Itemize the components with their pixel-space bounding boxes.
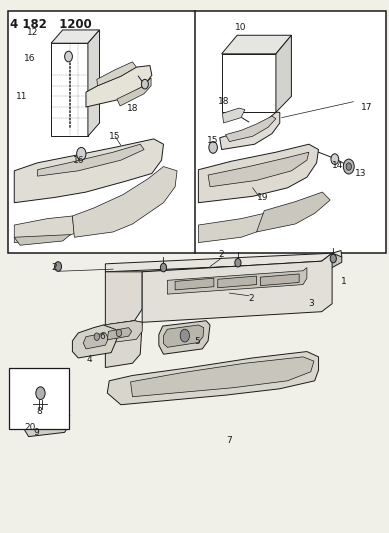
Polygon shape — [105, 321, 142, 368]
Polygon shape — [74, 176, 88, 182]
Text: 14: 14 — [331, 161, 343, 170]
Text: 5: 5 — [195, 337, 200, 346]
Text: 1: 1 — [341, 277, 347, 286]
Polygon shape — [322, 253, 342, 273]
Text: 18: 18 — [127, 103, 138, 112]
Text: 2: 2 — [248, 294, 254, 303]
Polygon shape — [260, 274, 299, 286]
Circle shape — [160, 263, 166, 272]
Text: 16: 16 — [24, 54, 35, 62]
Circle shape — [346, 163, 352, 170]
Text: 7: 7 — [226, 437, 232, 446]
Text: 10: 10 — [235, 23, 247, 32]
Circle shape — [77, 148, 86, 160]
Polygon shape — [86, 66, 152, 107]
Polygon shape — [33, 416, 63, 429]
Circle shape — [209, 142, 217, 154]
Polygon shape — [142, 253, 332, 322]
Text: 9: 9 — [33, 428, 39, 437]
Text: 13: 13 — [356, 169, 367, 178]
Circle shape — [141, 79, 148, 89]
Text: 4 182   1200: 4 182 1200 — [11, 18, 92, 31]
Circle shape — [331, 154, 339, 165]
Text: 4: 4 — [86, 355, 92, 364]
Polygon shape — [25, 411, 70, 437]
Polygon shape — [222, 54, 276, 112]
Circle shape — [116, 329, 122, 337]
Polygon shape — [167, 268, 307, 294]
Text: 17: 17 — [361, 102, 373, 111]
Polygon shape — [226, 116, 276, 142]
Bar — [9, 368, 69, 429]
Polygon shape — [14, 216, 74, 243]
Text: 12: 12 — [27, 28, 38, 37]
Polygon shape — [103, 321, 142, 344]
Polygon shape — [218, 276, 256, 288]
Polygon shape — [105, 272, 142, 325]
Polygon shape — [198, 144, 319, 203]
Polygon shape — [51, 43, 88, 136]
Circle shape — [40, 403, 46, 411]
Polygon shape — [83, 333, 109, 349]
Text: 18: 18 — [218, 97, 230, 106]
Polygon shape — [51, 30, 100, 43]
Polygon shape — [163, 325, 204, 348]
Polygon shape — [220, 112, 280, 150]
Polygon shape — [117, 78, 151, 106]
Text: 2: 2 — [219, 251, 224, 260]
Circle shape — [65, 51, 72, 62]
Text: 15: 15 — [109, 132, 121, 141]
Polygon shape — [72, 166, 177, 237]
Text: 15: 15 — [207, 136, 219, 145]
Polygon shape — [159, 321, 210, 354]
Circle shape — [330, 254, 336, 263]
Polygon shape — [107, 352, 319, 405]
Polygon shape — [97, 62, 137, 86]
Polygon shape — [276, 35, 291, 112]
Text: 2: 2 — [51, 263, 57, 272]
Circle shape — [343, 159, 354, 174]
Polygon shape — [14, 139, 163, 203]
Text: 20: 20 — [25, 423, 36, 432]
Text: 3: 3 — [308, 299, 314, 308]
Text: 19: 19 — [257, 193, 268, 202]
Circle shape — [54, 262, 61, 271]
Polygon shape — [256, 192, 330, 232]
Text: 11: 11 — [16, 92, 27, 101]
Polygon shape — [223, 108, 245, 123]
Circle shape — [235, 259, 241, 267]
Bar — [9, 11, 386, 253]
Polygon shape — [222, 35, 291, 54]
Circle shape — [36, 387, 45, 400]
Polygon shape — [88, 30, 100, 136]
Polygon shape — [208, 152, 309, 187]
Polygon shape — [72, 325, 119, 358]
Polygon shape — [107, 328, 132, 340]
Polygon shape — [105, 251, 342, 272]
Circle shape — [94, 333, 100, 341]
Polygon shape — [175, 278, 214, 290]
Polygon shape — [198, 213, 272, 243]
Polygon shape — [37, 144, 144, 176]
Text: 8: 8 — [37, 407, 42, 416]
Polygon shape — [131, 357, 314, 397]
Polygon shape — [142, 253, 333, 284]
Text: 6: 6 — [99, 332, 105, 341]
Polygon shape — [14, 235, 70, 245]
Circle shape — [180, 329, 189, 342]
Text: 16: 16 — [72, 156, 84, 165]
